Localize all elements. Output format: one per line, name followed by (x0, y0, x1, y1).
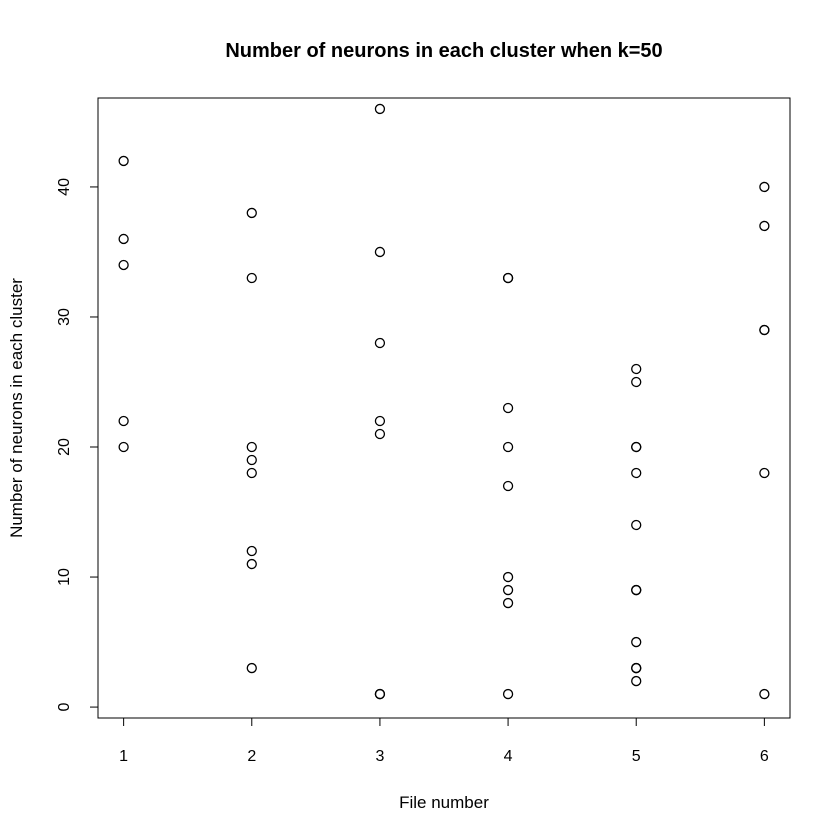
x-tick-label: 1 (119, 748, 128, 765)
data-point (502, 597, 514, 609)
data-point (502, 571, 514, 583)
y-tick-label: 0 (56, 703, 73, 712)
x-tick-label: 3 (375, 748, 384, 765)
data-point (759, 220, 770, 232)
x-tick-label: 6 (760, 748, 769, 765)
data-point (246, 272, 257, 284)
data-point (502, 441, 514, 453)
x-tick-label: 5 (632, 748, 641, 765)
x-axis: 1 2 3 4 5 6 (119, 717, 769, 765)
data-point (631, 584, 642, 596)
data-point (631, 376, 642, 388)
data-point (502, 402, 514, 414)
x-tick-label: 2 (247, 748, 256, 765)
data-point (118, 155, 129, 167)
data-point (246, 545, 257, 557)
y-tick-label: 10 (56, 568, 73, 586)
data-point (759, 688, 770, 700)
data-point (631, 675, 642, 687)
data-point (374, 103, 386, 115)
chart-title: Number of neurons in each cluster when k… (225, 40, 662, 62)
data-point (374, 688, 386, 700)
plot-area (97, 97, 791, 719)
data-point (631, 363, 642, 375)
data-point (631, 636, 642, 648)
data-point (374, 246, 386, 258)
data-point (631, 441, 642, 453)
data-point (759, 181, 770, 193)
data-point (118, 441, 129, 453)
data-point (118, 259, 129, 271)
data-point (118, 233, 129, 245)
data-point (246, 558, 257, 570)
data-point (246, 454, 257, 466)
data-point (246, 662, 257, 674)
data-point (502, 480, 514, 492)
data-point (118, 415, 129, 427)
data-point (502, 584, 514, 596)
data-point (502, 272, 514, 284)
data-point (631, 662, 642, 674)
y-axis-label: Number of neurons in each cluster (7, 278, 26, 538)
data-point (246, 207, 257, 219)
data-point (374, 415, 386, 427)
data-point (631, 519, 642, 531)
y-axis: 0 10 20 30 40 (56, 178, 99, 712)
data-point (374, 428, 386, 440)
data-point (502, 688, 514, 700)
x-axis-label: File number (399, 793, 489, 812)
data-point (759, 467, 770, 479)
data-point (631, 467, 642, 479)
data-point (246, 441, 257, 453)
data-point (759, 324, 770, 336)
x-tick-label: 4 (504, 748, 513, 765)
data-points (118, 103, 770, 700)
y-tick-label: 30 (56, 308, 73, 326)
y-tick-label: 40 (56, 178, 73, 196)
y-tick-label: 20 (56, 438, 73, 456)
data-point (246, 467, 257, 479)
data-point (374, 337, 386, 349)
